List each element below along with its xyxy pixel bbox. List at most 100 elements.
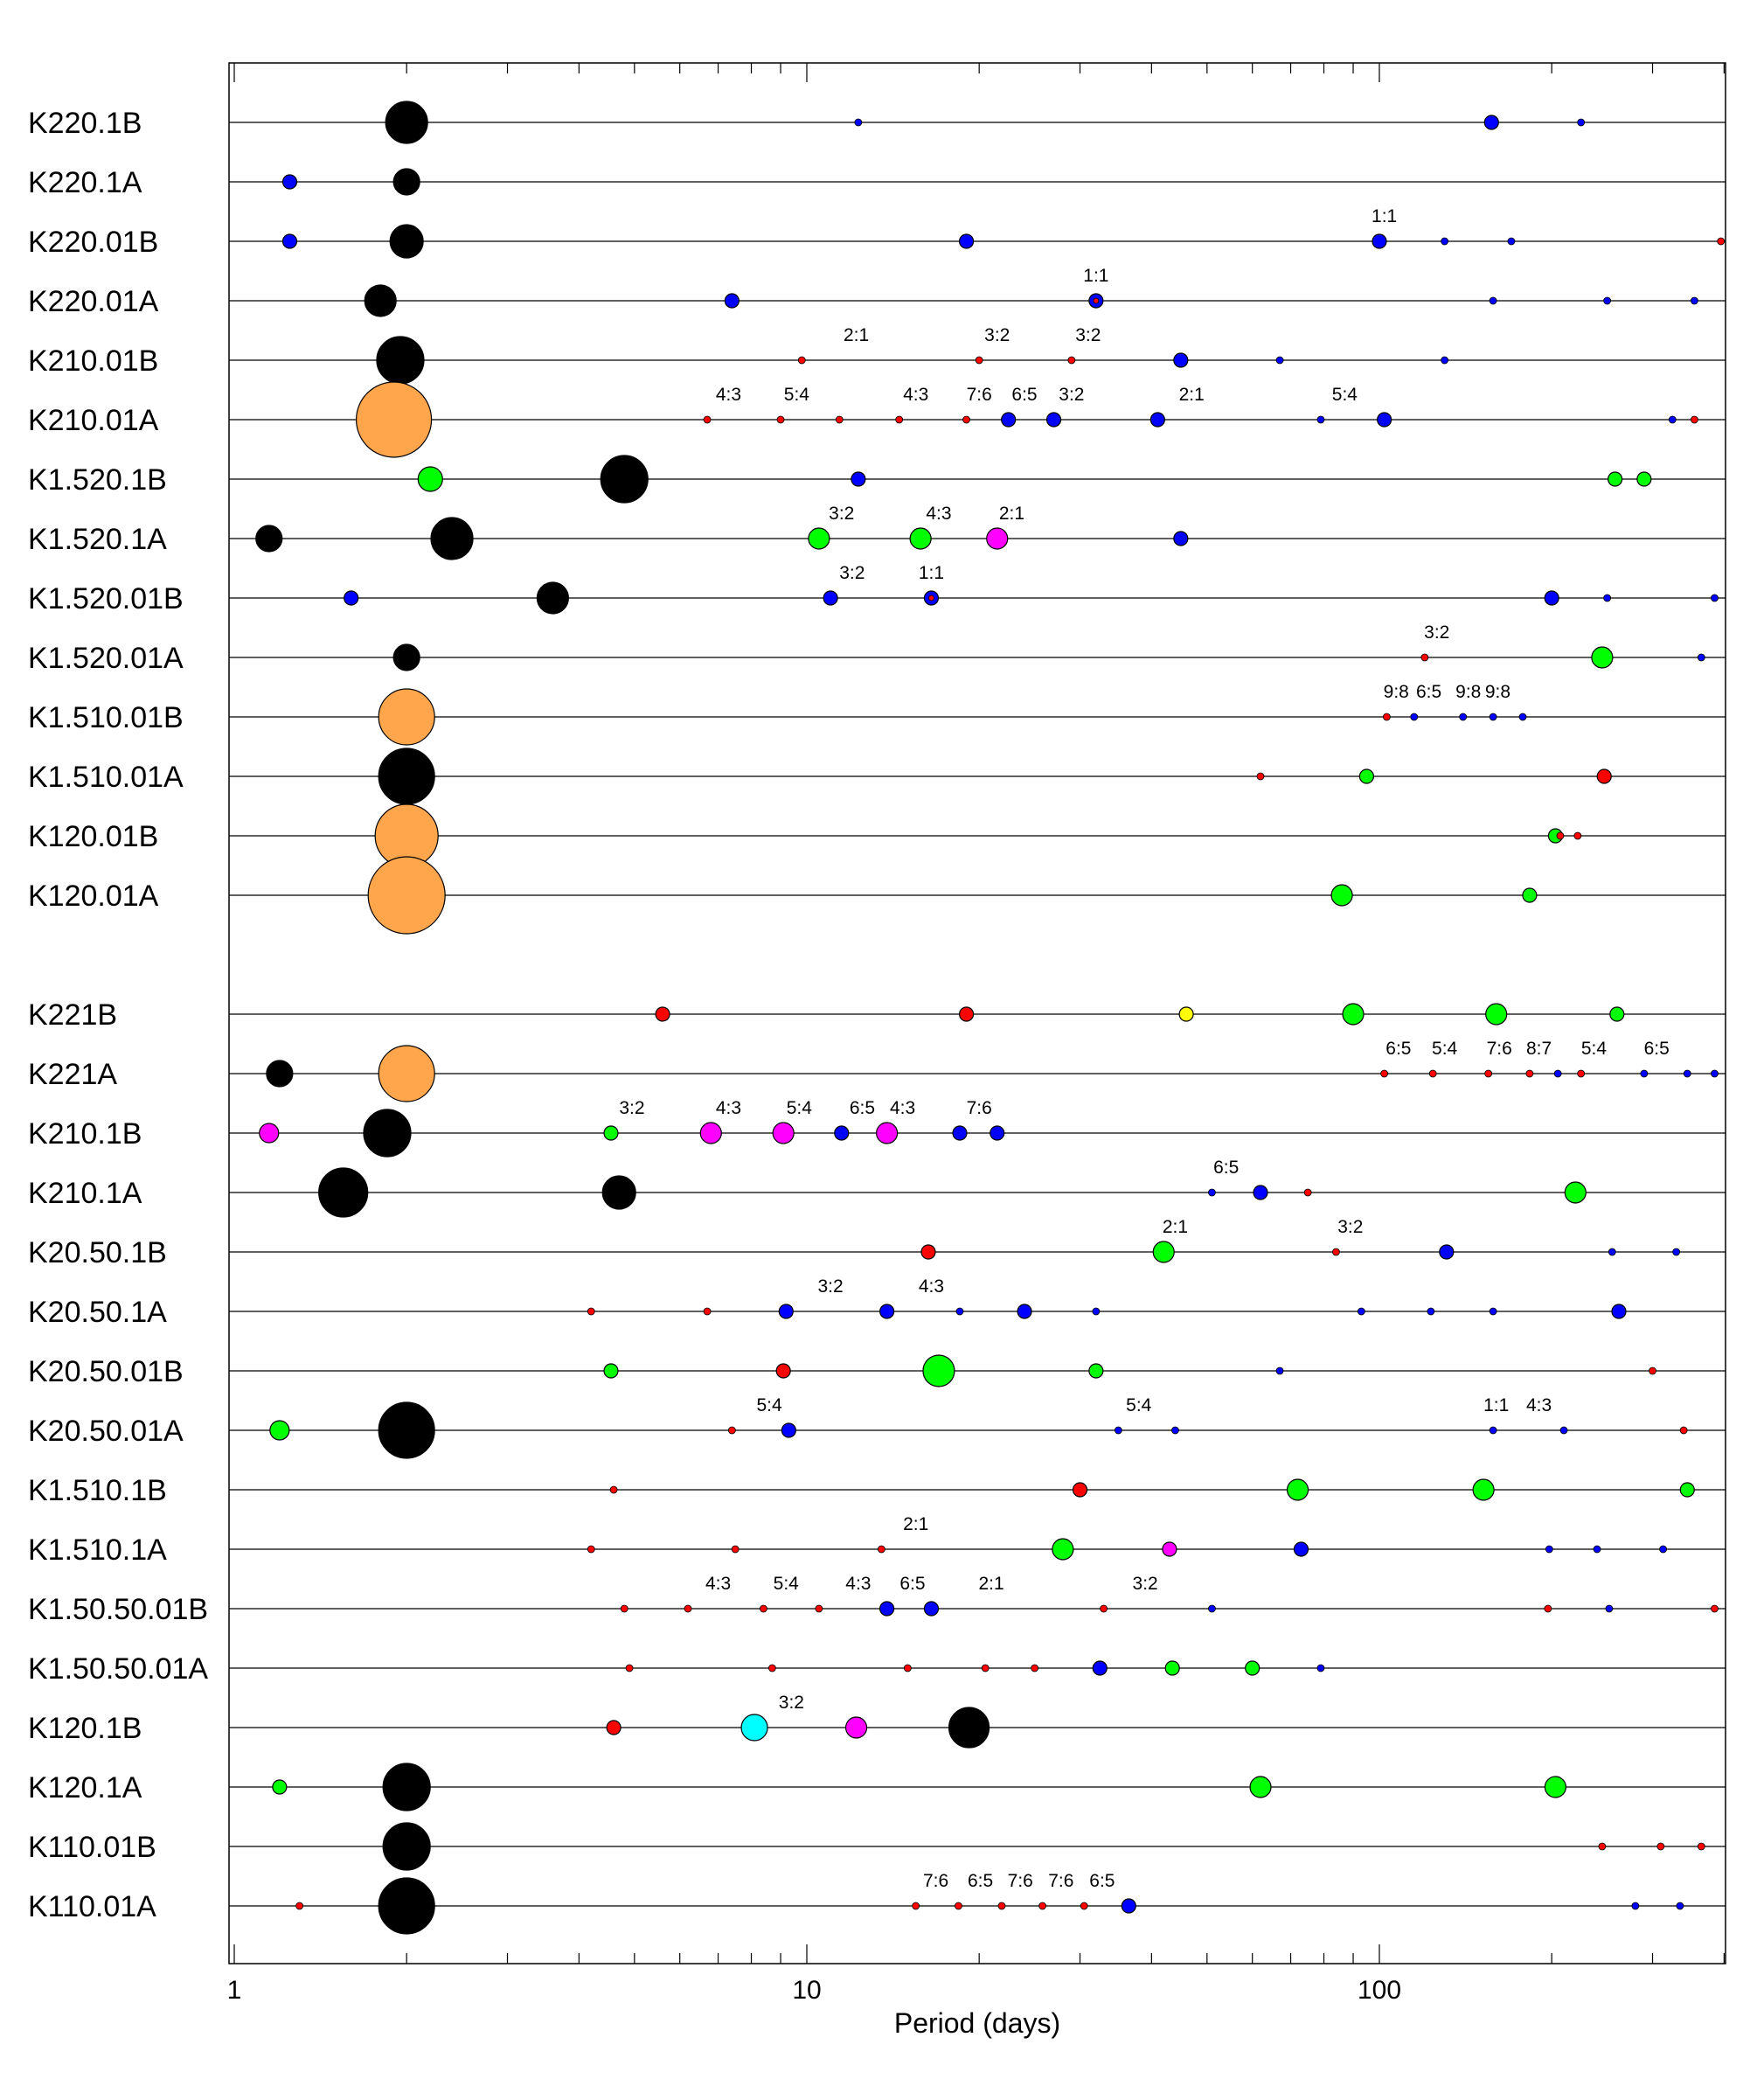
resonance-label: 1:1 [1372, 206, 1397, 226]
planet-point [1208, 1188, 1216, 1197]
planet-point [1631, 1902, 1640, 1910]
planet-point [1249, 1776, 1272, 1798]
resonance-label: 3:2 [984, 325, 1010, 345]
planet-point [724, 293, 740, 309]
planet-point [255, 525, 283, 553]
planet-point [363, 1109, 412, 1158]
planet-point [981, 1664, 990, 1672]
planet-point [835, 415, 844, 424]
row-label: K1.50.50.01B [28, 1593, 208, 1626]
row-label: K1.520.1B [28, 463, 167, 497]
planet-point [1559, 1426, 1568, 1435]
planet-point [378, 1401, 435, 1459]
planet-point [1544, 1604, 1552, 1613]
row-label: K220.1A [28, 166, 142, 199]
planet-point [1608, 471, 1623, 487]
row-K220.1A: K220.1A [28, 166, 1726, 199]
planet-point [355, 381, 433, 458]
planet-point [1316, 1664, 1325, 1672]
planet-point [772, 1122, 795, 1144]
planet-point [876, 1122, 899, 1144]
resonance-label: 5:4 [756, 1395, 782, 1415]
planet-point [851, 471, 866, 487]
planet-point [1545, 1545, 1553, 1554]
planet-point [895, 415, 904, 424]
row-label: K221A [28, 1058, 117, 1091]
row-K1.520.1B: K1.520.1B [28, 455, 1726, 504]
row-K221B: K221B [28, 998, 1726, 1032]
resonance-label: 6:5 [1213, 1158, 1239, 1178]
x-axis-title: Period (days) [894, 2007, 1060, 2039]
planet-point [778, 1304, 794, 1319]
planet-point [997, 1902, 1006, 1910]
resonance-label: 1:1 [1083, 266, 1108, 286]
row-label: K1.520.01A [28, 642, 184, 675]
planet-point [955, 1902, 962, 1910]
resonance-label: 5:4 [1432, 1039, 1458, 1059]
resonance-label: 9:8 [1455, 682, 1481, 702]
planet-point [703, 415, 712, 424]
planet-point [1275, 1366, 1284, 1375]
row-K120.01A: K120.01A [28, 856, 1726, 935]
planet-point [1088, 1363, 1104, 1379]
row-label: K120.01B [28, 820, 158, 853]
planet-point [1080, 1902, 1088, 1910]
planet-point [903, 1664, 912, 1672]
planet-point [417, 466, 443, 492]
row-label: K1.50.50.01A [28, 1652, 208, 1686]
planet-point [1690, 415, 1698, 424]
planet-point [1711, 1604, 1719, 1613]
planet-point [259, 1123, 280, 1144]
planet-point [1593, 1545, 1601, 1554]
resonance-label: 3:2 [619, 1098, 644, 1118]
row-K120.1A: K120.1A [28, 1763, 1726, 1811]
planet-point [536, 581, 569, 615]
row-label: K110.01B [28, 1831, 156, 1864]
row-label: K220.1B [28, 107, 142, 140]
planet-point [1679, 1482, 1695, 1498]
planet-point [1316, 415, 1325, 424]
resonance-label: 8:7 [1526, 1039, 1552, 1059]
planet-point [1256, 772, 1265, 781]
planet-point [727, 1426, 736, 1435]
resonance-label: 6:5 [850, 1098, 875, 1118]
planet-point [344, 590, 359, 606]
planet-point [272, 1779, 288, 1795]
planet-point [378, 1877, 435, 1935]
x-tick-label: 1 [227, 1976, 242, 2005]
planet-point [1605, 1604, 1614, 1613]
row-label: K120.01A [28, 880, 159, 913]
planet-point [1544, 1776, 1567, 1798]
planet-point [1149, 412, 1165, 428]
resonance-label: 1:1 [1483, 1395, 1509, 1415]
row-K1.520.01A: K1.520.01A 3:2 [28, 622, 1726, 675]
resonance-label: 4:3 [919, 1276, 944, 1297]
resonance-label: 2:1 [1163, 1217, 1188, 1237]
planet-point [1518, 713, 1527, 721]
planet-point [1489, 1426, 1497, 1435]
planet-point [378, 1045, 435, 1102]
planet-point [1672, 1248, 1681, 1256]
planet-point [382, 1822, 431, 1871]
planet-point [1659, 1545, 1667, 1554]
planet-point [703, 1307, 712, 1316]
planet-point [740, 1714, 768, 1742]
planet-point [879, 1601, 895, 1617]
row-label: K221B [28, 998, 117, 1032]
planet-point [958, 1006, 975, 1022]
resonance-label: 4:3 [903, 385, 928, 405]
resonance-label: 3:2 [1337, 1217, 1363, 1237]
row-K20.50.1B: K20.50.1B 2:1 3:2 [28, 1217, 1726, 1269]
row-label: K1.520.01B [28, 582, 184, 615]
planet-point [1683, 1069, 1691, 1078]
planet-point [1711, 594, 1719, 602]
row-label: K20.50.01B [28, 1355, 184, 1388]
row-label: K210.1A [28, 1177, 142, 1210]
planet-point [952, 1125, 968, 1141]
planet-point [378, 748, 435, 805]
planet-point [731, 1545, 740, 1554]
resonance-label: 5:4 [787, 1098, 813, 1118]
planet-point [1100, 1604, 1108, 1613]
resonance-label: 6:5 [1644, 1039, 1670, 1059]
row-K1.510.1A: K1.510.1A 2:1 [28, 1514, 1726, 1567]
